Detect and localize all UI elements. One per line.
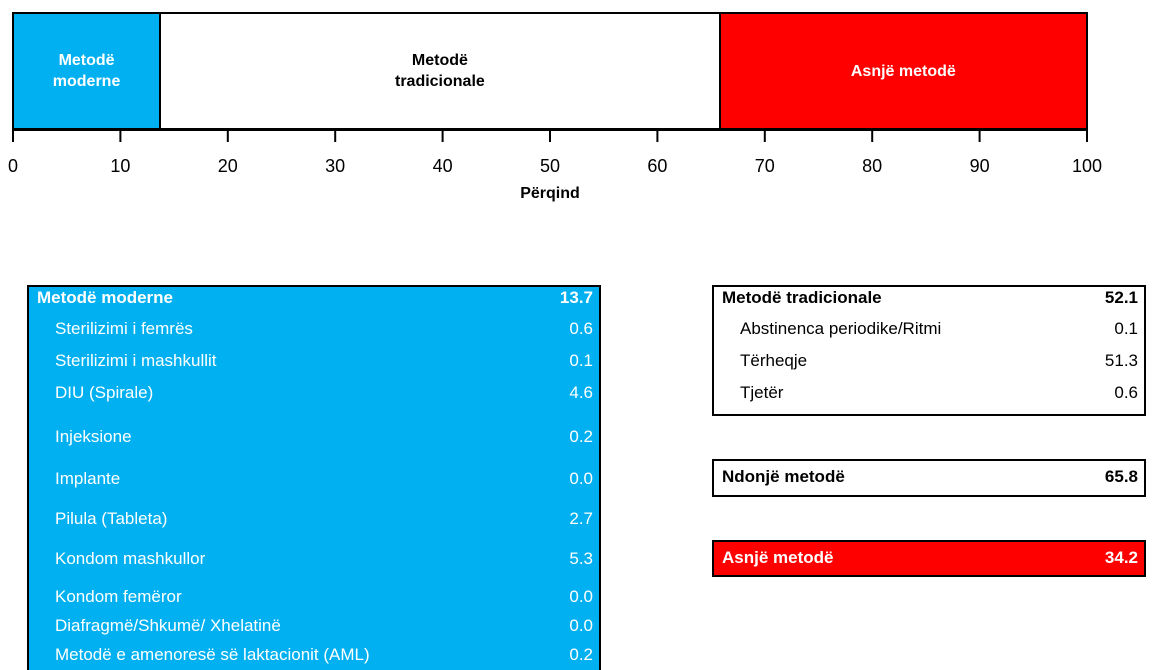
row-label: Sterilizimi i mashkullit xyxy=(55,351,217,370)
row-value: 0.0 xyxy=(569,616,593,635)
row-label: Sterilizimi i femrës xyxy=(55,319,193,338)
row-value: 65.8 xyxy=(1104,467,1138,486)
x-tick-label: 0 xyxy=(8,156,18,176)
row-label: Implante xyxy=(55,469,121,488)
x-tick-label: 30 xyxy=(325,156,345,176)
table-box: Metodë tradicionale 52.1 Abstinenca period… xyxy=(712,285,1146,416)
row-value: 0.2 xyxy=(569,427,593,446)
row-label: Kondom mashkullor xyxy=(55,549,206,568)
x-axis-label: Përqind xyxy=(520,185,580,202)
row-value: 51.3 xyxy=(1104,351,1138,370)
row-value: 52.1 xyxy=(1104,288,1138,307)
row-value: 0.1 xyxy=(569,351,593,370)
x-tick-label: 10 xyxy=(110,156,130,176)
row-value: 0.6 xyxy=(569,319,593,338)
row-value: 0.2 xyxy=(569,645,593,664)
segment-label: Metodë moderne xyxy=(52,52,121,90)
row-label: Abstinenca periodike/Ritmi xyxy=(740,319,942,338)
row-value: 4.6 xyxy=(569,383,593,402)
row-value: 0.6 xyxy=(1114,383,1138,402)
x-tick-label: 80 xyxy=(862,156,882,176)
row-value: 13.7 xyxy=(559,288,593,307)
row-label: Tjetër xyxy=(740,383,784,402)
row-label: Diafragmë/Shkumë/ Xhelatinë xyxy=(55,616,281,635)
row-label: Metodë e amenoresë së laktacionit (AML) xyxy=(55,645,370,664)
row-value: 0.1 xyxy=(1114,319,1138,338)
x-tick-label: 60 xyxy=(647,156,667,176)
row-label: Asnjë metodë xyxy=(722,548,834,567)
row-label: Pilula (Tableta) xyxy=(55,509,168,528)
row-label: Metodë moderne xyxy=(37,288,174,307)
x-tick-label: 70 xyxy=(755,156,775,176)
bar-segment: Asnjë metodë xyxy=(718,12,1088,130)
row-label: Ndonjë metodë xyxy=(722,467,845,486)
x-tick-label: 50 xyxy=(540,156,560,176)
row-label: Tërheqje xyxy=(740,351,808,370)
row-label: Kondom femëror xyxy=(55,587,182,606)
segment-label: Metodë tradicionale xyxy=(394,52,485,90)
x-tick-label: 20 xyxy=(218,156,238,176)
row-value: 0.0 xyxy=(569,469,593,488)
row-label: Injeksione xyxy=(55,427,132,446)
table-box: Ndonjë metodë 65.8 xyxy=(712,459,1146,497)
x-tick-label: 40 xyxy=(433,156,453,176)
row-value: 34.2 xyxy=(1104,548,1138,567)
row-value: 0.0 xyxy=(569,587,593,606)
segment-label: Asnjë metodë xyxy=(850,62,956,80)
bar-segment: Metodë tradicionale xyxy=(159,12,721,130)
bar-segment: Metodë moderne xyxy=(12,12,162,130)
row-value: 2.7 xyxy=(569,509,593,528)
row-value: 5.3 xyxy=(569,549,593,568)
x-tick-label: 90 xyxy=(970,156,990,176)
table-box: Metodë moderne 13.7 Sterilizimi i femrës 0.… xyxy=(27,285,601,670)
row-label: DIU (Spirale) xyxy=(55,383,154,402)
x-tick-label: 100 xyxy=(1072,156,1102,176)
table-box: Asnjë metodë 34.2 xyxy=(712,540,1146,577)
row-label: Metodë tradicionale xyxy=(722,288,882,307)
axis: Përqind 0 10 20 30 40 50 60 70 80 90 100 xyxy=(8,129,1102,202)
